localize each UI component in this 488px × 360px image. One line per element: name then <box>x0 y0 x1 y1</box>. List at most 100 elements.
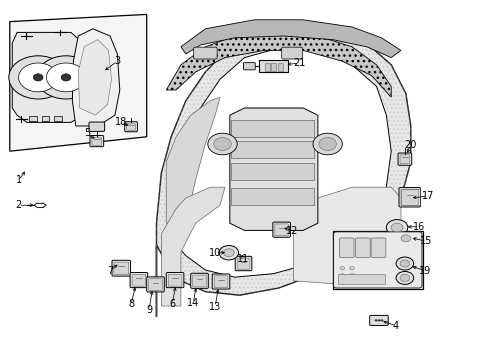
Text: 4: 4 <box>392 321 398 331</box>
FancyBboxPatch shape <box>112 260 130 276</box>
FancyBboxPatch shape <box>237 258 249 269</box>
FancyBboxPatch shape <box>114 262 128 275</box>
Text: 8: 8 <box>128 299 134 309</box>
Bar <box>332 231 422 289</box>
Text: 5: 5 <box>84 128 90 138</box>
Circle shape <box>213 138 231 150</box>
Polygon shape <box>229 108 317 230</box>
Polygon shape <box>10 14 146 151</box>
Circle shape <box>349 274 354 277</box>
FancyBboxPatch shape <box>130 273 147 288</box>
FancyBboxPatch shape <box>214 276 227 288</box>
Bar <box>264 63 269 71</box>
Text: 10: 10 <box>208 248 221 258</box>
Circle shape <box>399 274 409 282</box>
FancyBboxPatch shape <box>148 279 162 291</box>
Circle shape <box>33 74 43 81</box>
FancyBboxPatch shape <box>132 274 145 286</box>
Bar <box>400 189 419 205</box>
FancyBboxPatch shape <box>399 155 409 164</box>
Text: 9: 9 <box>146 305 152 315</box>
Bar <box>259 60 287 72</box>
Circle shape <box>395 257 413 270</box>
FancyBboxPatch shape <box>235 256 251 271</box>
Circle shape <box>46 63 85 92</box>
Circle shape <box>349 266 354 270</box>
Text: 16: 16 <box>412 222 425 232</box>
Circle shape <box>396 232 414 245</box>
Bar <box>29 116 37 121</box>
Text: 15: 15 <box>419 236 432 246</box>
FancyBboxPatch shape <box>355 238 369 257</box>
Polygon shape <box>166 97 220 223</box>
Bar <box>54 116 61 121</box>
Bar <box>231 120 314 137</box>
Circle shape <box>9 56 67 99</box>
Circle shape <box>339 274 344 277</box>
Polygon shape <box>78 40 111 115</box>
Text: 7: 7 <box>107 266 113 276</box>
Text: 1: 1 <box>16 175 21 185</box>
Circle shape <box>400 235 410 242</box>
FancyBboxPatch shape <box>92 137 102 145</box>
Polygon shape <box>156 25 410 317</box>
FancyBboxPatch shape <box>370 238 385 257</box>
FancyBboxPatch shape <box>90 136 103 147</box>
Text: 18: 18 <box>115 117 127 127</box>
Polygon shape <box>72 29 120 126</box>
Polygon shape <box>176 47 390 277</box>
Circle shape <box>399 260 409 267</box>
Text: 12: 12 <box>285 226 298 236</box>
Circle shape <box>37 56 95 99</box>
FancyBboxPatch shape <box>192 275 206 287</box>
Text: 14: 14 <box>186 298 199 308</box>
FancyBboxPatch shape <box>168 274 182 286</box>
Text: 6: 6 <box>169 299 175 309</box>
Bar <box>231 163 314 180</box>
Bar <box>338 274 384 284</box>
Bar <box>231 141 314 158</box>
Circle shape <box>386 220 407 235</box>
FancyBboxPatch shape <box>190 273 208 288</box>
FancyBboxPatch shape <box>281 47 302 59</box>
Circle shape <box>19 63 58 92</box>
Polygon shape <box>181 20 400 58</box>
Circle shape <box>390 223 402 232</box>
FancyBboxPatch shape <box>333 232 421 288</box>
Circle shape <box>219 246 238 260</box>
FancyBboxPatch shape <box>272 222 290 237</box>
Circle shape <box>380 319 383 321</box>
FancyBboxPatch shape <box>166 273 183 288</box>
FancyBboxPatch shape <box>124 122 137 132</box>
Circle shape <box>223 249 234 257</box>
Bar <box>231 188 314 205</box>
Text: 17: 17 <box>421 191 433 201</box>
FancyBboxPatch shape <box>369 315 387 325</box>
Circle shape <box>207 133 237 155</box>
Bar <box>277 63 282 71</box>
Circle shape <box>312 133 342 155</box>
Circle shape <box>61 74 71 81</box>
Text: 3: 3 <box>114 56 120 66</box>
Bar <box>41 116 49 121</box>
FancyBboxPatch shape <box>339 238 353 257</box>
FancyBboxPatch shape <box>274 224 288 236</box>
Circle shape <box>318 138 336 150</box>
FancyBboxPatch shape <box>126 123 135 130</box>
FancyBboxPatch shape <box>397 153 411 165</box>
FancyBboxPatch shape <box>146 277 164 292</box>
FancyBboxPatch shape <box>243 63 255 70</box>
Text: 11: 11 <box>237 254 249 264</box>
Circle shape <box>339 266 344 270</box>
FancyBboxPatch shape <box>89 122 104 131</box>
Polygon shape <box>166 32 390 97</box>
Polygon shape <box>293 187 400 284</box>
FancyBboxPatch shape <box>400 189 418 206</box>
Text: 19: 19 <box>418 266 431 276</box>
Circle shape <box>377 319 380 321</box>
Text: 21: 21 <box>292 58 305 68</box>
Circle shape <box>374 319 377 321</box>
Bar <box>271 63 276 71</box>
Text: 20: 20 <box>404 140 416 150</box>
FancyBboxPatch shape <box>193 47 217 59</box>
